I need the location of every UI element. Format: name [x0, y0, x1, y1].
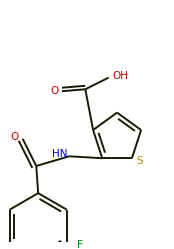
Text: O: O — [50, 86, 58, 96]
Text: OH: OH — [112, 71, 128, 81]
Text: O: O — [11, 132, 19, 142]
Text: HN: HN — [52, 149, 67, 159]
Text: F: F — [77, 240, 83, 249]
Text: S: S — [136, 156, 143, 166]
